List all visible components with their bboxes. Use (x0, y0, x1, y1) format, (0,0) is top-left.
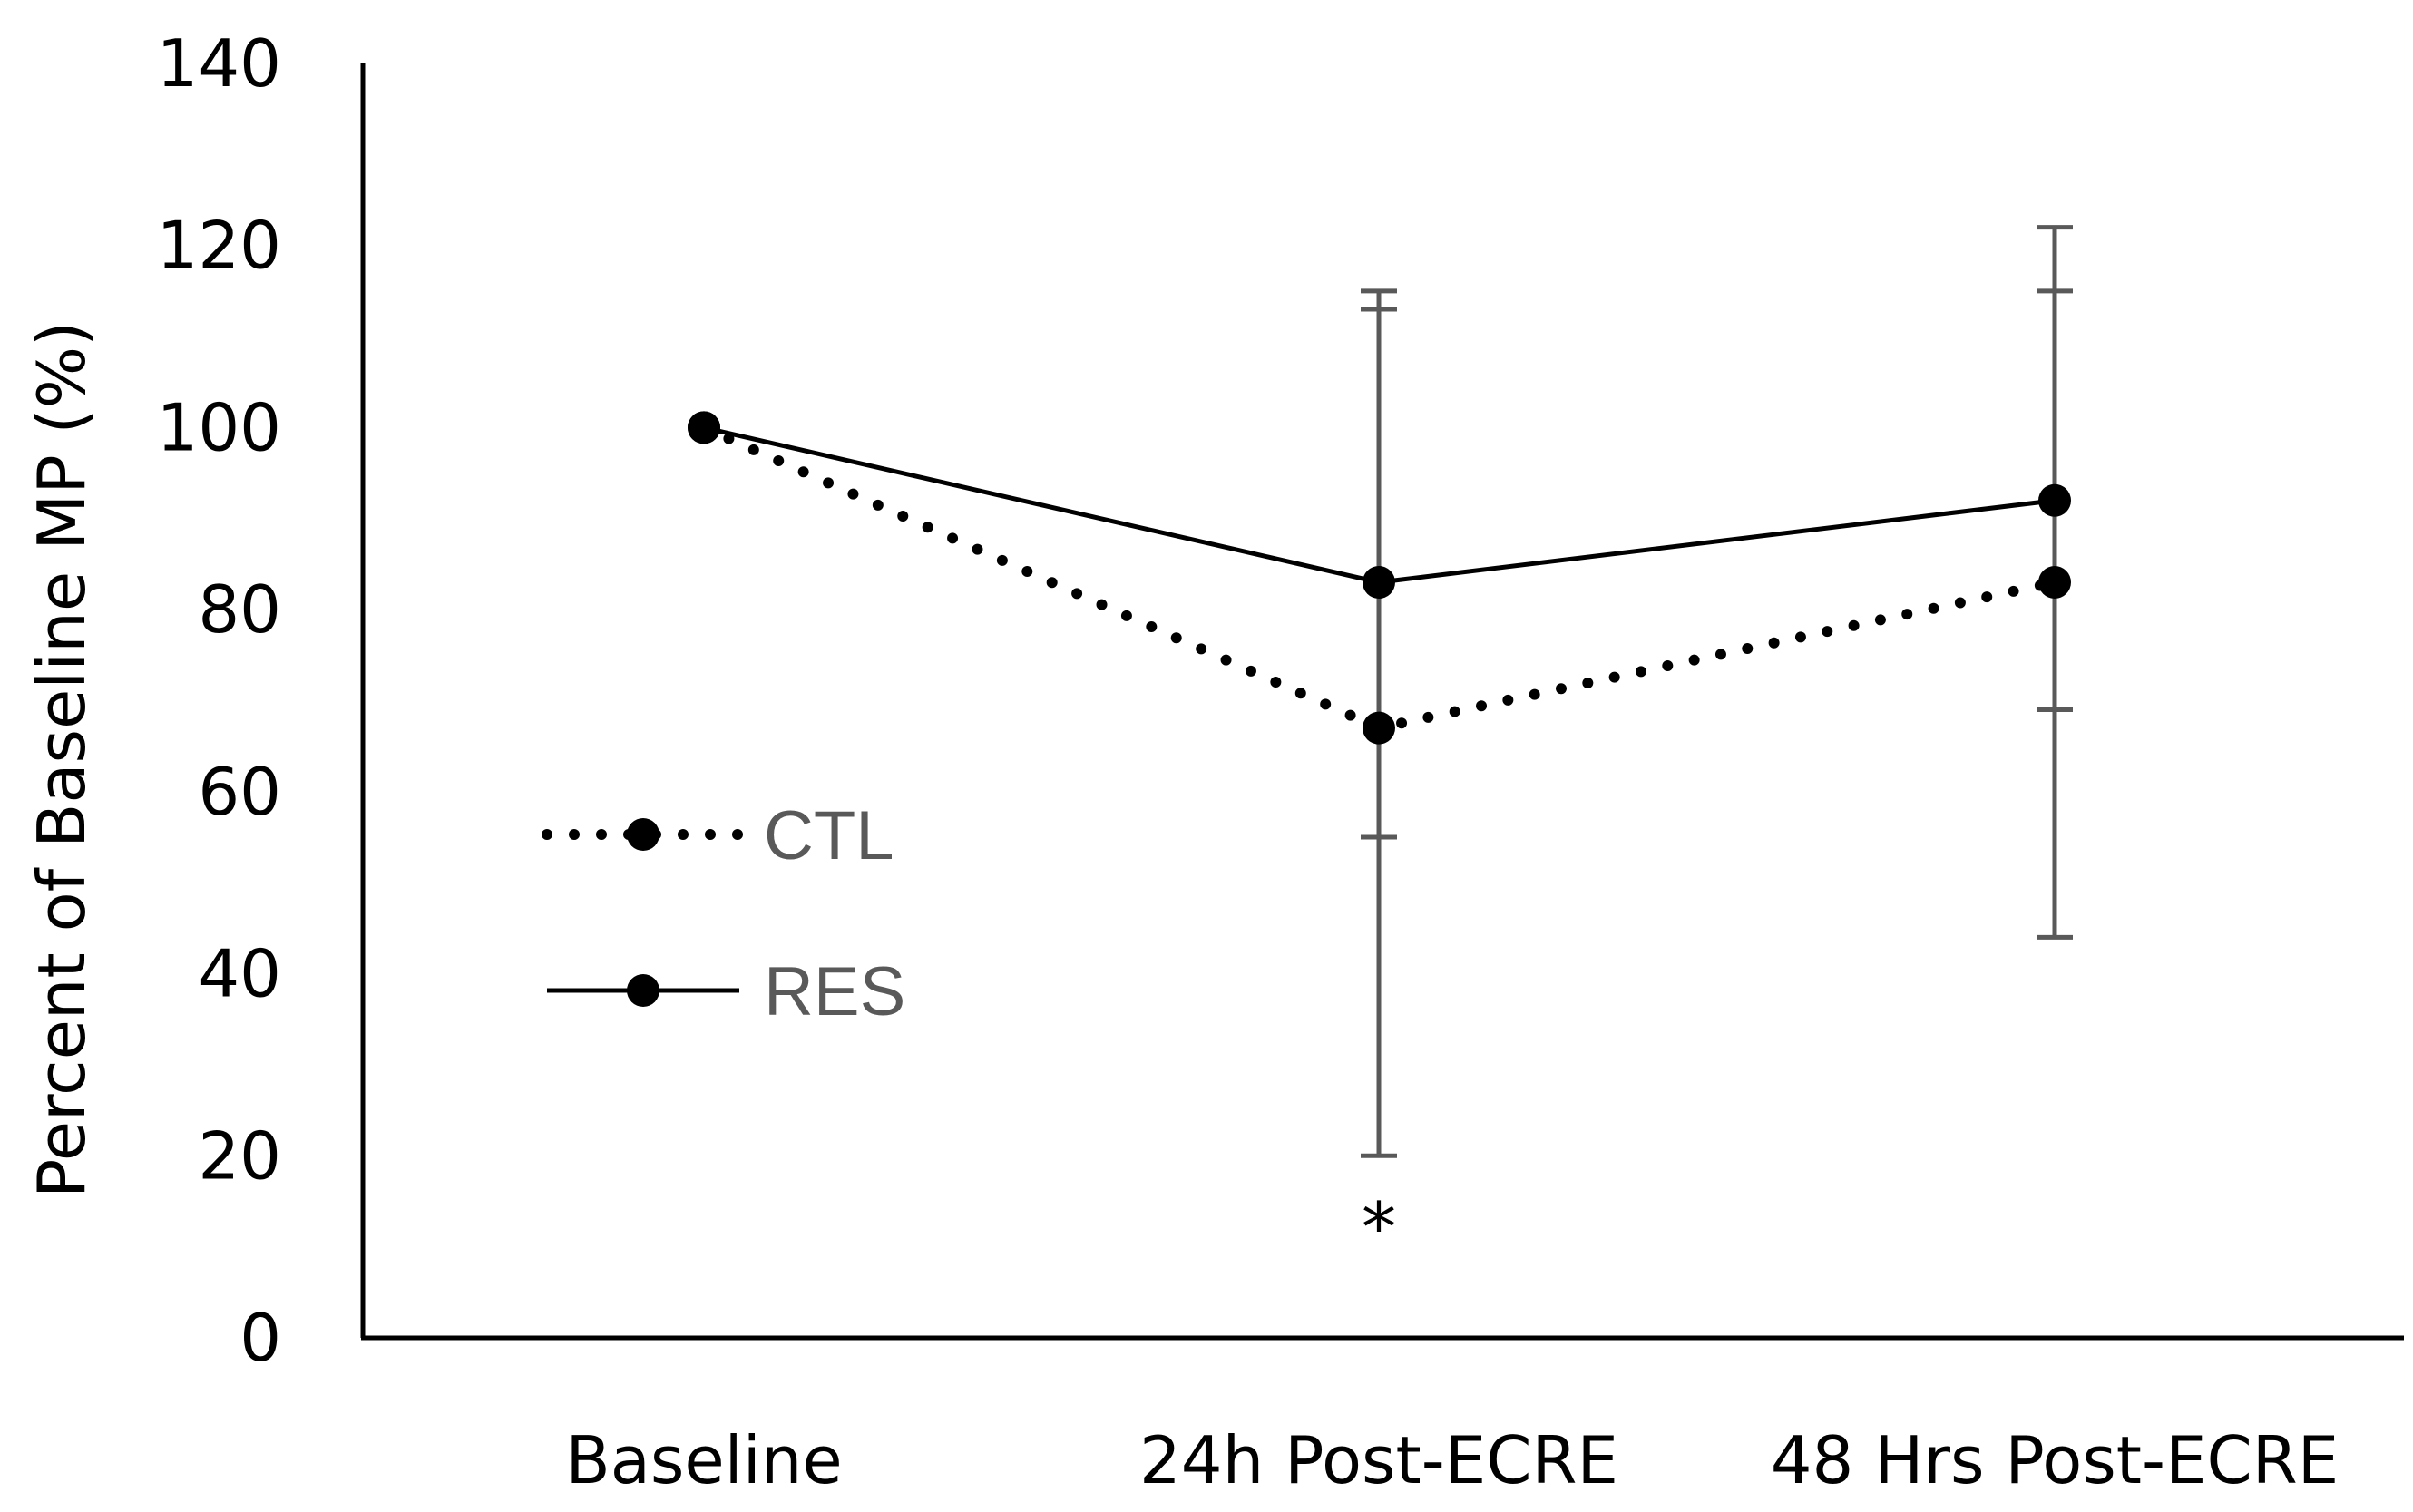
data-point-ctl (2038, 566, 2071, 600)
legend-label-ctl: CTL (764, 797, 894, 874)
data-point-res (1363, 566, 1395, 600)
significance-marker: * (1362, 1186, 1396, 1267)
legend-marker-ctl (627, 818, 659, 851)
y-tick-label: 0 (239, 1300, 281, 1376)
y-tick-label: 120 (157, 208, 281, 284)
x-tick-label: 48 Hrs Post-ECRE (1771, 1422, 2340, 1498)
y-tick-label: 100 (157, 389, 281, 465)
data-point-res (2038, 483, 2071, 517)
x-tick-label: 24h Post-ECRE (1139, 1422, 1618, 1498)
annotations: * (1362, 1186, 1396, 1267)
legend-label-res: RES (764, 953, 905, 1030)
data-points (688, 411, 2071, 745)
y-tick-label: 140 (157, 25, 281, 102)
y-tick-label: 60 (198, 754, 281, 830)
y-tick-label: 20 (198, 1117, 281, 1194)
data-point-res (688, 411, 720, 444)
x-tick-label: Baseline (565, 1422, 842, 1498)
legend-marker-res (627, 974, 659, 1007)
y-tick-label: 80 (198, 571, 281, 648)
y-tick-label: 40 (198, 936, 281, 1012)
error-bars (1361, 225, 2073, 1158)
legend: CTL RES (542, 797, 905, 1030)
y-axis-title: Percent of Baseline MP (%) (24, 321, 100, 1198)
tick-labels: 0 20 40 60 80 100 120 140 Percent of Baseline MP… (24, 25, 2339, 1498)
data-point-ctl (1363, 711, 1395, 745)
axes (360, 63, 2404, 1341)
